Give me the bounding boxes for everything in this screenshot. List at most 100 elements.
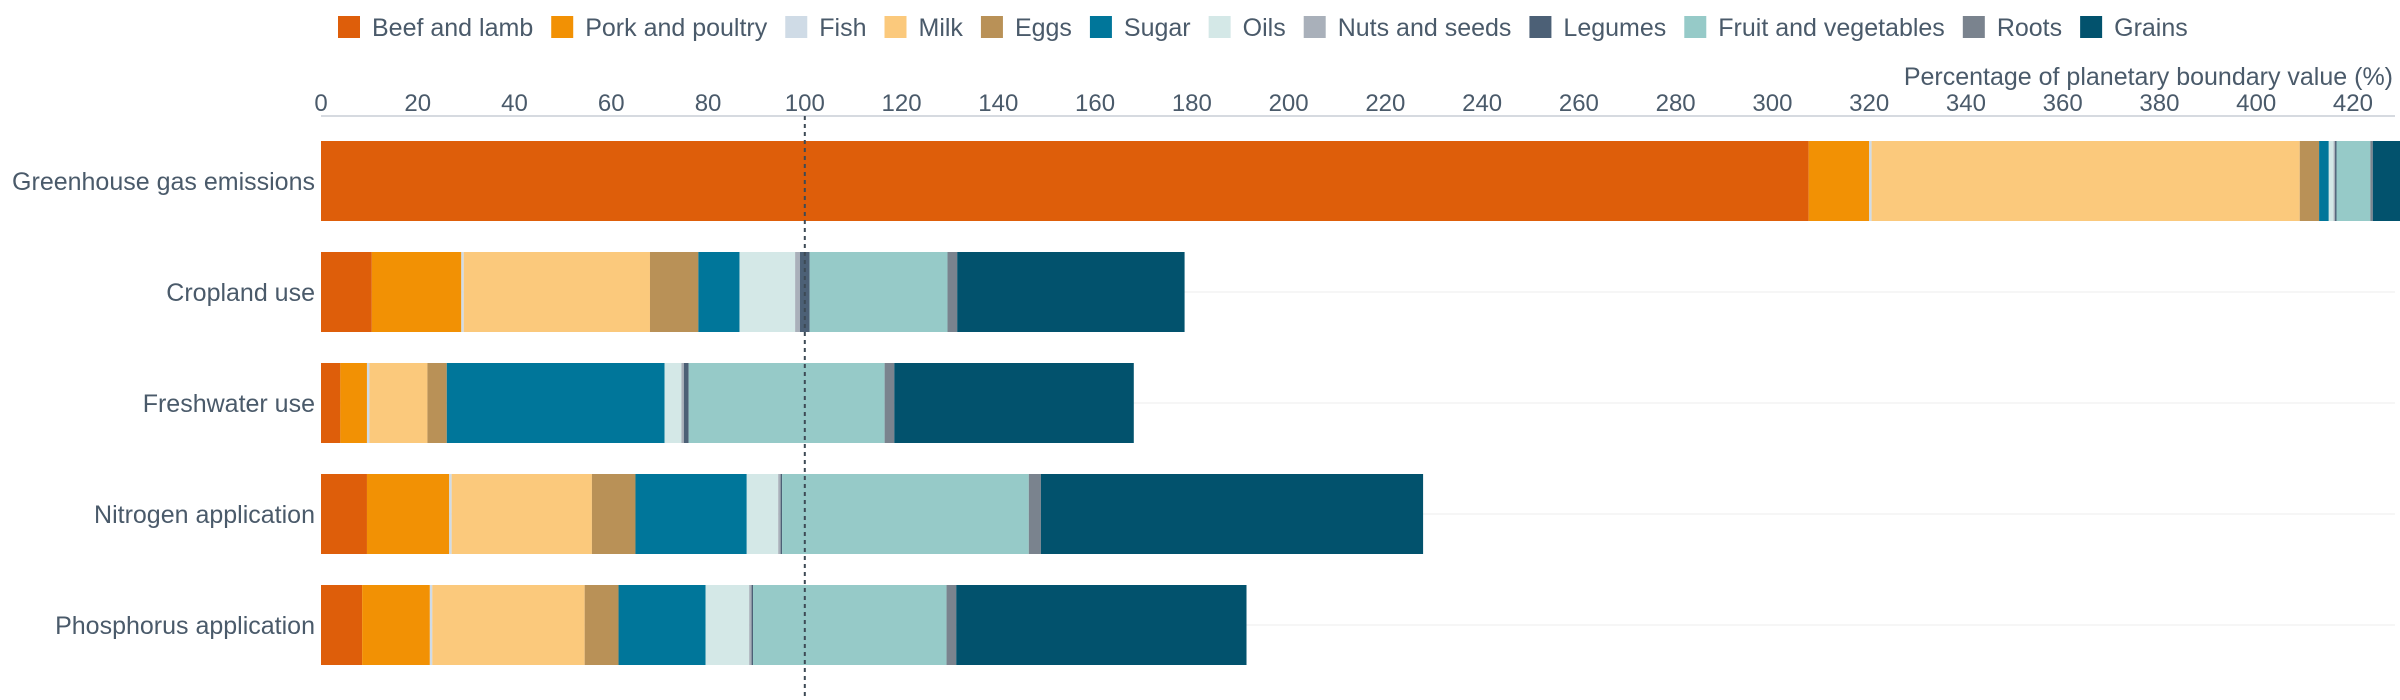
legend-swatch-0 <box>338 16 360 38</box>
bar-segment-2-7 <box>681 363 684 443</box>
legend-label-7: Nuts and seeds <box>1338 14 1512 42</box>
bar-segment-4-9 <box>753 585 947 665</box>
bar-segment-0-2 <box>1869 141 1872 221</box>
x-tick-label-20: 400 <box>2236 90 2276 117</box>
bar-segment-2-3 <box>369 363 428 443</box>
x-tick-label-4: 80 <box>695 90 722 117</box>
x-tick-label-5: 100 <box>785 90 825 117</box>
bar-segment-1-2 <box>461 252 464 332</box>
legend: Beef and lamb Pork and poultry Fish Milk Egg… <box>338 14 2188 42</box>
bar-segment-3-5 <box>635 474 747 554</box>
bar-segment-3-6 <box>746 474 779 554</box>
category-label-2: Freshwater use <box>143 390 315 418</box>
bar-segment-2-0 <box>321 363 341 443</box>
bar-segment-2-11 <box>894 363 1134 443</box>
bar-segment-4-4 <box>584 585 619 665</box>
x-tick-label-2: 40 <box>501 90 528 117</box>
x-tick-label-18: 360 <box>2043 90 2083 117</box>
bar-segment-3-1 <box>366 474 450 554</box>
bar-segment-0-11 <box>2372 141 2400 221</box>
legend-label-0: Beef and lamb <box>372 14 533 42</box>
bar-segment-3-8 <box>780 474 783 554</box>
bar-segment-0-5 <box>2319 141 2329 221</box>
category-label-0: Greenhouse gas emissions <box>12 168 315 196</box>
bar-segment-2-1 <box>340 363 367 443</box>
bar-segment-3-9 <box>782 474 1029 554</box>
legend-swatch-6 <box>1208 16 1231 38</box>
bar-segment-4-2 <box>429 585 433 665</box>
bar-segment-0-8 <box>2335 141 2337 221</box>
x-tick-label-21: 420 <box>2333 90 2373 117</box>
x-tick-label-11: 220 <box>1365 90 1405 117</box>
bar-segment-4-10 <box>946 585 957 665</box>
bar-segment-0-0 <box>321 141 1809 221</box>
x-tick-label-16: 320 <box>1849 90 1889 117</box>
x-tick-label-10: 200 <box>1269 90 1309 117</box>
bar-segment-0-7 <box>2333 141 2336 221</box>
bar-segment-1-0 <box>321 252 372 332</box>
legend-swatch-3 <box>884 16 907 38</box>
legend-label-6: Oils <box>1243 14 1286 42</box>
bar-segment-4-0 <box>321 585 363 665</box>
bar-segment-4-8 <box>751 585 754 665</box>
legend-swatch-2 <box>785 16 808 38</box>
category-labels: Greenhouse gas emissions Cropland use Fres… <box>12 168 315 640</box>
bar-segment-4-1 <box>362 585 430 665</box>
bar-segment-2-2 <box>366 363 370 443</box>
x-tick-label-3: 60 <box>598 90 625 117</box>
bar-segment-2-4 <box>427 363 447 443</box>
bar-segment-3-0 <box>321 474 367 554</box>
legend-label-2: Fish <box>819 14 866 42</box>
legend-swatch-8 <box>1529 16 1552 38</box>
legend-swatch-5 <box>1089 16 1112 38</box>
bar-segment-3-3 <box>451 474 592 554</box>
bars <box>321 141 2400 665</box>
bar-segment-1-7 <box>795 252 800 332</box>
bar-segment-2-6 <box>664 363 682 443</box>
x-tick-label-12: 240 <box>1462 90 1502 117</box>
x-tick-label-6: 120 <box>882 90 922 117</box>
bar-segment-0-4 <box>2299 141 2320 221</box>
bar-segment-0-3 <box>1871 141 2300 221</box>
bar-segment-1-10 <box>947 252 958 332</box>
x-tick-label-14: 280 <box>1656 90 1696 117</box>
bar-segment-2-10 <box>884 363 895 443</box>
legend-label-10: Roots <box>1997 14 2062 42</box>
legend-label-11: Grains <box>2114 14 2188 42</box>
bar-segment-1-5 <box>698 252 740 332</box>
x-tick-label-13: 260 <box>1559 90 1599 117</box>
x-tick-label-8: 160 <box>1075 90 1115 117</box>
legend-label-9: Fruit and vegetables <box>1718 14 1945 42</box>
bar-segment-1-4 <box>649 252 699 332</box>
bar-segment-0-1 <box>1808 141 1870 221</box>
x-tick-label-9: 180 <box>1172 90 1212 117</box>
bar-segment-4-3 <box>432 585 585 665</box>
bar-segment-3-2 <box>449 474 452 554</box>
bar-segment-0-9 <box>2336 141 2371 221</box>
bar-segment-4-7 <box>749 585 752 665</box>
legend-label-5: Sugar <box>1124 14 1191 42</box>
legend-swatch-4 <box>980 16 1003 38</box>
bar-segment-4-6 <box>705 585 750 665</box>
bar-segment-1-9 <box>809 252 948 332</box>
bar-segment-3-7 <box>778 474 781 554</box>
x-tick-label-17: 340 <box>1946 90 1986 117</box>
x-axis-label: Percentage of planetary boundary value (… <box>1904 63 2393 91</box>
legend-swatch-7 <box>1303 16 1326 38</box>
x-tick-label-19: 380 <box>2139 90 2179 117</box>
category-label-1: Cropland use <box>166 279 315 307</box>
category-label-3: Nitrogen application <box>94 501 315 529</box>
bar-segment-2-9 <box>688 363 885 443</box>
bar-segment-1-11 <box>957 252 1185 332</box>
bar-segment-1-1 <box>371 252 462 332</box>
bar-segment-3-4 <box>591 474 636 554</box>
bar-segment-4-11 <box>956 585 1247 665</box>
legend-swatch-9 <box>1684 16 1707 38</box>
legend-label-3: Milk <box>919 14 964 42</box>
x-tick-label-15: 300 <box>1752 90 1792 117</box>
legend-label-4: Eggs <box>1015 14 1072 42</box>
bar-segment-3-10 <box>1028 474 1041 554</box>
bar-segment-3-11 <box>1040 474 1424 554</box>
